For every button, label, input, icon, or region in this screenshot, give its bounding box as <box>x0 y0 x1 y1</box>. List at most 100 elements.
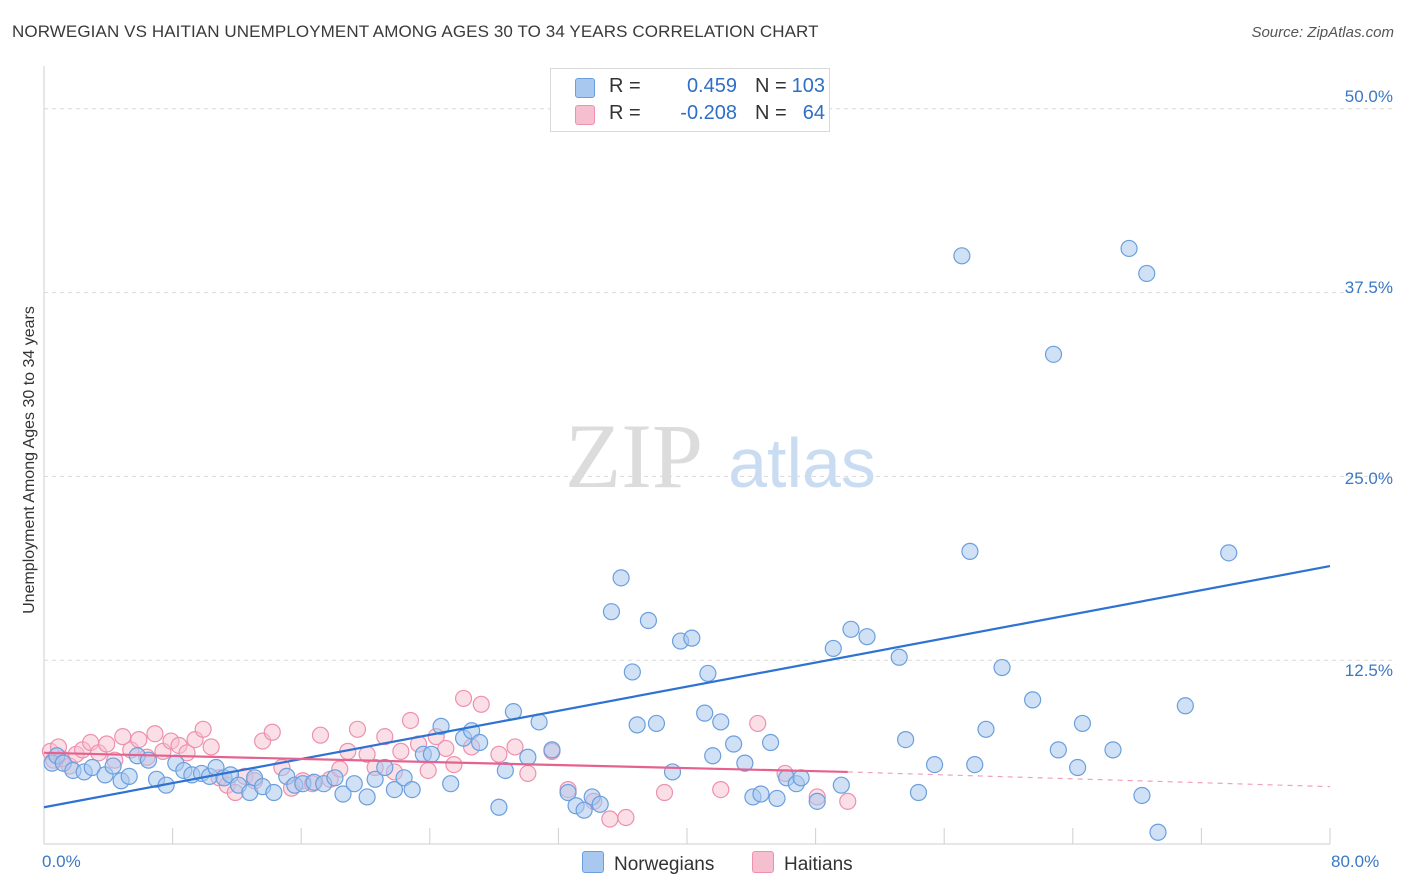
haitian-point <box>749 714 767 733</box>
norwegian-point <box>120 767 138 785</box>
norwegian-point <box>1176 697 1194 715</box>
norwegian-point <box>977 720 995 738</box>
norwegian-point <box>663 763 682 781</box>
norwegian-point <box>1073 714 1092 733</box>
legend-n-value: 103 <box>791 75 825 97</box>
norwegian-point <box>897 730 915 749</box>
norwegian-point <box>385 780 404 799</box>
haitians-label: Haitians <box>784 854 853 875</box>
norwegian-point <box>953 247 971 265</box>
y-tick-label: 50.0% <box>1344 87 1393 106</box>
y-tick-label: 37.5% <box>1344 278 1393 297</box>
norwegian-point <box>345 775 363 793</box>
norwegian-point <box>1149 823 1167 841</box>
haitian-point <box>519 764 537 783</box>
norwegian-point <box>602 603 621 621</box>
norwegian-point <box>334 785 352 803</box>
legend-swatch-norwegians <box>575 78 595 98</box>
norwegian-point <box>442 775 460 793</box>
norwegian-point <box>1069 758 1087 777</box>
norwegian-point <box>366 770 384 788</box>
norwegian-point <box>490 798 508 816</box>
haitian-points <box>41 689 857 828</box>
watermark-atlas: atlas <box>728 424 876 502</box>
haitian-point <box>311 726 330 744</box>
norwegian-trend-line <box>43 564 1331 809</box>
norwegian-point <box>824 639 842 658</box>
norwegian-point <box>842 620 860 638</box>
haitian-point <box>348 720 367 738</box>
norwegian-point <box>83 758 101 777</box>
norwegian-point <box>358 788 376 806</box>
legend-n-label: N = <box>755 75 787 97</box>
norwegian-point <box>104 757 122 775</box>
norwegian-point <box>1133 786 1151 805</box>
haitian-point <box>506 738 524 756</box>
source-label: Source: ZipAtlas.com <box>1251 24 1394 41</box>
norwegians-swatch <box>582 851 604 873</box>
norwegian-point <box>761 733 780 752</box>
haitian-point <box>839 792 857 810</box>
norwegian-point <box>1049 741 1067 759</box>
norwegian-point <box>265 783 283 802</box>
haitian-point <box>401 711 420 730</box>
chart-title: NORWEGIAN VS HAITIAN UNEMPLOYMENT AMONG … <box>12 22 819 41</box>
haitian-point <box>490 745 508 763</box>
norwegian-point <box>712 713 730 731</box>
haitian-point <box>202 738 220 756</box>
haitian-point <box>376 728 394 746</box>
haitian-point <box>445 755 463 774</box>
norwegian-point <box>683 629 701 647</box>
haitian-point <box>472 695 490 713</box>
legend-r-value: 0.459 <box>686 75 737 97</box>
norwegian-point <box>403 780 421 799</box>
norwegian-point <box>628 716 646 734</box>
norwegian-point <box>519 748 537 766</box>
norwegian-point <box>1220 544 1238 562</box>
legend-swatch-haitians <box>575 105 595 125</box>
axes <box>43 66 1331 845</box>
haitian-point <box>98 735 116 753</box>
norwegian-point <box>1044 345 1063 363</box>
watermark-zip: ZIP <box>565 405 703 507</box>
norwegian-point <box>1120 239 1138 258</box>
norwegian-point <box>422 745 441 763</box>
norwegian-point <box>376 758 394 777</box>
norwegian-point <box>966 755 984 774</box>
norwegian-point <box>832 776 850 794</box>
norwegian-point <box>993 658 1011 677</box>
norwegian-point <box>591 795 609 813</box>
haitian-point <box>437 739 455 758</box>
norwegians-label: Norwegians <box>614 854 715 875</box>
norwegian-point <box>623 663 641 681</box>
norwegian-points <box>43 239 1238 841</box>
norwegian-point <box>1024 691 1042 709</box>
norwegian-point <box>496 761 514 780</box>
haitian-trend-line <box>43 751 848 774</box>
norwegian-point <box>752 785 770 803</box>
haitian-point <box>130 730 148 749</box>
gridlines <box>44 108 1394 661</box>
haitian-point <box>712 780 730 799</box>
norwegian-point <box>961 542 979 560</box>
norwegian-point <box>471 733 489 752</box>
norwegian-point <box>696 704 714 722</box>
norwegian-point <box>612 569 630 587</box>
norwegian-point <box>543 741 561 759</box>
haitian-point <box>194 720 212 738</box>
legend-n-label: N = <box>755 102 787 124</box>
haitian-point <box>601 810 619 828</box>
norwegian-point <box>768 789 786 808</box>
legend-r-label: R = <box>609 75 641 97</box>
x-tick-label-min: 0.0% <box>42 852 81 871</box>
norwegian-point <box>326 769 344 787</box>
legend-n-value: 64 <box>802 102 825 124</box>
haitian-point <box>454 689 473 708</box>
norwegian-point <box>909 783 928 802</box>
haitian-point <box>392 742 410 760</box>
haitian-trend-extension <box>847 771 1331 788</box>
y-axis-label: Unemployment Among Ages 30 to 34 years <box>21 306 38 614</box>
haitian-point <box>263 723 281 741</box>
norwegian-point <box>647 714 666 733</box>
